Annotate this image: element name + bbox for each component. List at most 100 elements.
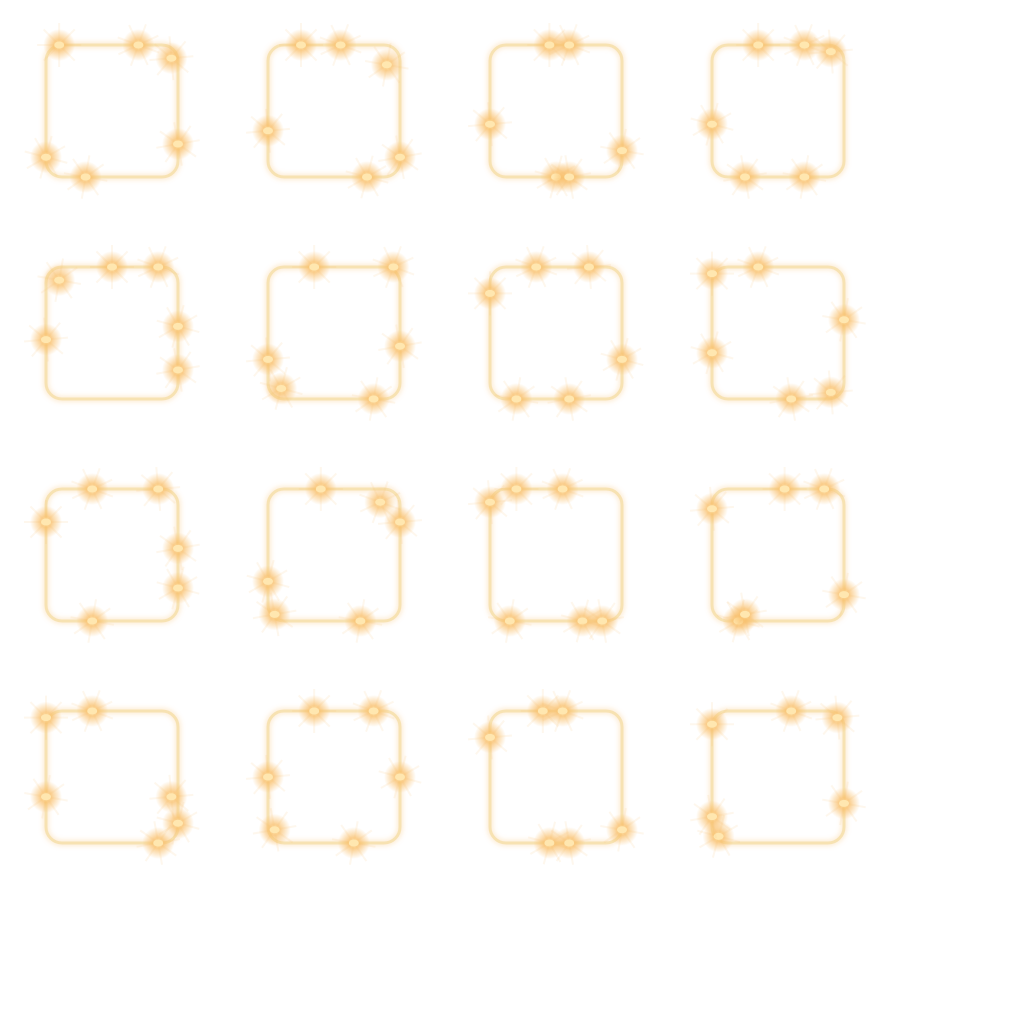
- glow-frame-art: [24, 689, 200, 865]
- spark-2: [548, 23, 591, 67]
- spark-3: [23, 317, 69, 362]
- spark-5: [723, 155, 767, 199]
- frame-border-glow: [486, 263, 626, 403]
- glow-frame-art: [690, 689, 866, 858]
- glow-frame-10: [246, 467, 423, 643]
- spark-5: [580, 599, 625, 643]
- glow-frame-12: [689, 467, 866, 643]
- glow-frame-7: [468, 244, 644, 421]
- spark-4: [246, 559, 290, 603]
- spark-6: [24, 774, 68, 819]
- spark-1: [494, 467, 539, 511]
- glow-frame-art: [245, 689, 422, 865]
- spark-2: [770, 689, 813, 733]
- glow-frame-art: [467, 467, 626, 643]
- glow-frame-3: [467, 23, 644, 199]
- spark-6: [600, 128, 644, 173]
- spark-5: [769, 377, 814, 421]
- glow-frame-2: [245, 23, 422, 199]
- glow-frame-16: [690, 689, 866, 858]
- spark-3: [566, 244, 612, 290]
- spark-3: [689, 486, 735, 531]
- spark-3: [808, 370, 853, 415]
- spark-4: [156, 801, 200, 845]
- spark-2: [71, 689, 114, 733]
- spark-5: [252, 592, 297, 637]
- spark-5: [156, 122, 200, 166]
- spark-2: [541, 467, 584, 511]
- spark-5: [547, 377, 592, 421]
- glow-frame-13: [24, 689, 200, 865]
- spark-6: [63, 155, 108, 199]
- spark-6: [822, 297, 866, 342]
- spark-1: [279, 23, 323, 67]
- spark-6: [782, 155, 827, 199]
- glow-frame-art: [23, 245, 200, 403]
- spark-5: [156, 348, 200, 392]
- glow-frame-4: [690, 23, 853, 199]
- spark-3: [245, 108, 291, 153]
- spark-3: [245, 337, 291, 382]
- spark-5: [547, 155, 592, 199]
- spark-2: [783, 23, 826, 67]
- spark-6: [331, 821, 376, 865]
- spark-1: [690, 251, 734, 296]
- glow-frame-art: [689, 467, 866, 643]
- spark-4: [690, 102, 734, 146]
- spark-2: [319, 23, 362, 67]
- spark-3: [808, 29, 853, 74]
- spark-1: [24, 695, 68, 740]
- spark-2: [352, 689, 395, 733]
- glow-frame-8: [690, 245, 866, 421]
- spark-5: [252, 807, 297, 852]
- spark-3: [377, 499, 423, 545]
- spark-3: [245, 754, 291, 800]
- spark-6: [351, 377, 396, 421]
- glow-frame-art: [24, 466, 200, 643]
- spark-6: [364, 42, 409, 87]
- spark-1: [762, 467, 807, 511]
- spark-2: [117, 23, 160, 67]
- spark-3: [136, 466, 181, 512]
- spark-5: [156, 526, 200, 571]
- glow-frame-9: [24, 466, 200, 643]
- spark-5: [136, 821, 181, 865]
- spark-2: [515, 245, 558, 289]
- spark-1: [468, 271, 512, 316]
- spark-4: [156, 566, 200, 610]
- spark-1: [298, 467, 343, 511]
- glow-frame-1: [24, 23, 200, 199]
- glow-frame-art: [245, 23, 422, 199]
- spark-4: [345, 155, 389, 199]
- spark-2: [803, 467, 846, 511]
- frame-border-glow: [42, 485, 182, 625]
- spark-3: [467, 480, 513, 525]
- spark-5: [378, 135, 422, 180]
- glow-frame-art: [690, 23, 853, 199]
- spark-1: [37, 23, 82, 67]
- frame-border: [44, 709, 180, 845]
- glow-frame-art: [245, 245, 422, 421]
- spark-6: [600, 807, 644, 852]
- spark-3: [467, 715, 513, 760]
- glow-frame-art: [24, 23, 200, 199]
- spark-3: [467, 102, 513, 147]
- glow-frame-11: [467, 467, 626, 643]
- glow-frame-art: [467, 23, 644, 199]
- frame-border-glow: [486, 41, 626, 181]
- glow-frame-art: [467, 689, 644, 865]
- spark-1: [292, 245, 337, 289]
- spark-2: [737, 245, 780, 289]
- spark-6: [487, 599, 532, 643]
- spark-1: [292, 689, 337, 733]
- spark-4: [378, 755, 422, 799]
- frame-border: [488, 43, 624, 179]
- frame-border-glow: [708, 485, 848, 625]
- spark-6: [822, 572, 866, 617]
- frame-border-glow: [708, 707, 848, 847]
- frame-border: [44, 43, 180, 179]
- glow-frame-6: [245, 245, 422, 421]
- spark-4: [259, 366, 303, 410]
- spark-1: [690, 702, 734, 747]
